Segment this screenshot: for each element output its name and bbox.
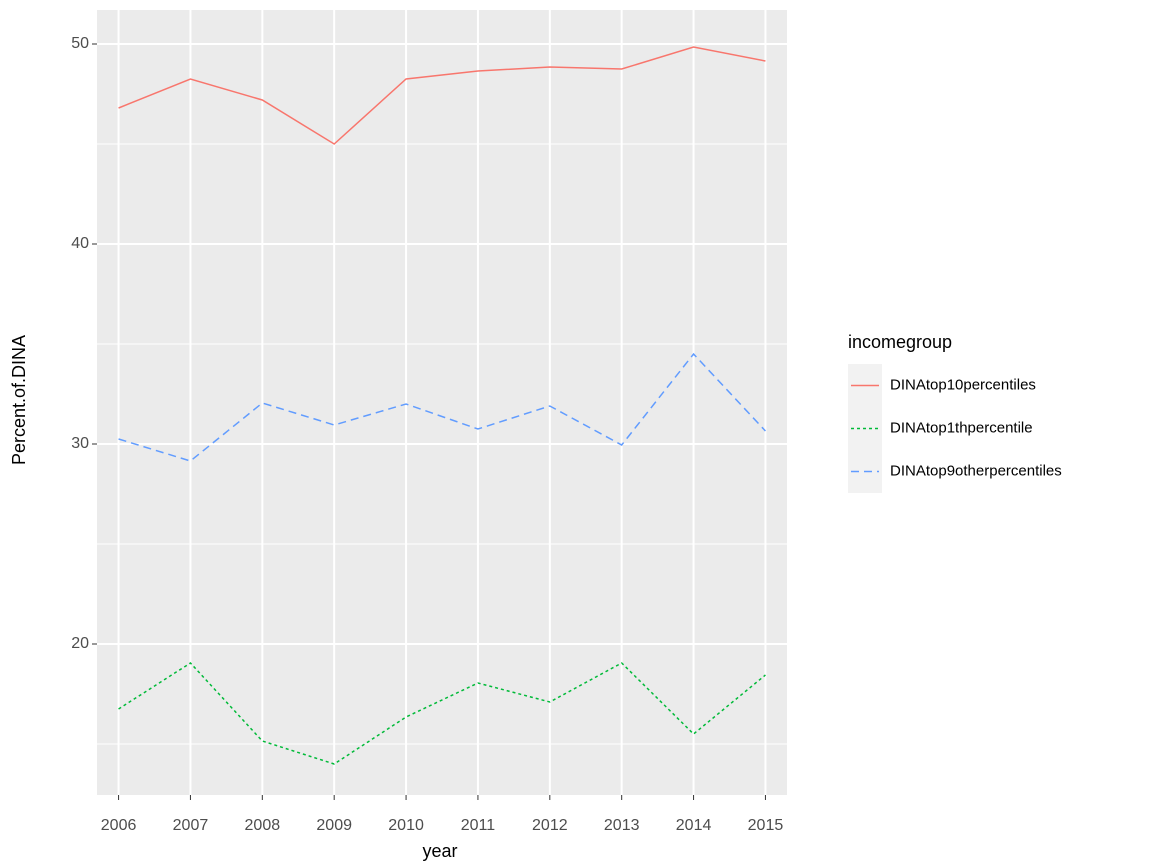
legend-label: DINAtop9otherpercentiles	[890, 462, 1062, 479]
x-tick-label: 2007	[173, 817, 209, 834]
x-tick-label: 2006	[101, 817, 137, 834]
panel	[97, 10, 787, 795]
x-tick-label: 2015	[748, 817, 784, 834]
x-tick-label: 2010	[388, 817, 424, 834]
legend-label: DINAtop1thpercentile	[890, 419, 1033, 436]
y-tick-label: 30	[71, 435, 89, 452]
x-tick-label: 2014	[676, 817, 712, 834]
legend-title: incomegroup	[848, 332, 952, 352]
y-axis-label: Percent.of.DINA	[9, 335, 29, 465]
x-tick-label: 2008	[245, 817, 281, 834]
x-axis-label: year	[422, 841, 457, 861]
x-tick-label: 2011	[461, 817, 496, 834]
x-tick-label: 2013	[604, 817, 640, 834]
legend-label: DINAtop10percentiles	[890, 376, 1036, 393]
y-tick-label: 40	[71, 235, 89, 252]
series-line	[118, 46, 766, 145]
series-line	[118, 662, 766, 765]
x-tick-label: 2009	[316, 817, 352, 834]
x-tick-label: 2012	[532, 817, 568, 834]
series-line	[118, 352, 766, 462]
y-tick-label: 50	[71, 35, 89, 52]
y-tick-label: 20	[71, 635, 89, 652]
